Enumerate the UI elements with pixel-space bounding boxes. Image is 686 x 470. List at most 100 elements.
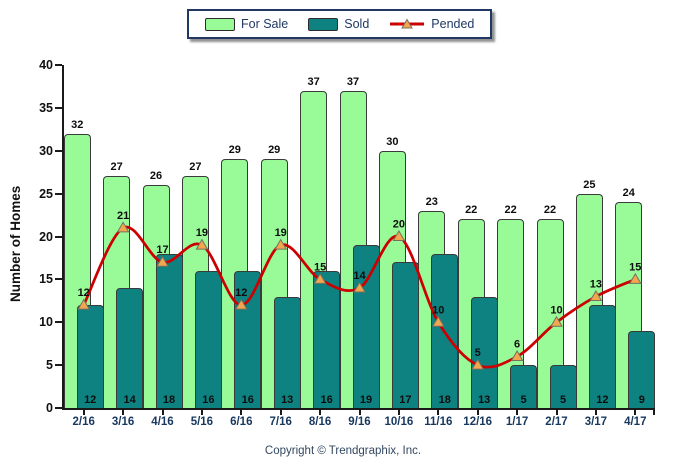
x-tick xyxy=(437,410,440,415)
x-tick xyxy=(122,410,125,415)
sold-value-label: 13 xyxy=(478,394,491,406)
sold-bar xyxy=(470,296,498,408)
x-tick-label: 10/16 xyxy=(384,416,414,428)
sold-value-label: 5 xyxy=(559,394,567,406)
y-tick-label: 0 xyxy=(46,401,53,415)
sold-bar xyxy=(391,262,419,408)
sold-value-label: 16 xyxy=(202,394,215,406)
chart-legend: For Sale Sold Pended xyxy=(187,9,493,39)
sold-bar xyxy=(588,305,616,408)
sold-bar xyxy=(313,270,341,408)
sold-value-label: 19 xyxy=(359,394,373,406)
sold-value-label: 18 xyxy=(162,394,176,406)
y-tick xyxy=(55,192,62,195)
x-tick xyxy=(555,410,558,415)
sold-value-label: 12 xyxy=(84,394,97,406)
y-tick-label: 35 xyxy=(39,100,53,115)
sold-bar xyxy=(194,270,222,408)
x-tick xyxy=(516,410,519,415)
legend-label-sold: Sold xyxy=(344,17,370,31)
for-sale-value-label: 30 xyxy=(386,135,399,148)
y-tick xyxy=(55,149,62,152)
sold-bar xyxy=(510,365,538,408)
x-tick-label: 3/17 xyxy=(584,416,608,428)
for-sale-value-label: 22 xyxy=(543,204,557,217)
plot-area: 0 5 10 15 20 25 30 35 40 2/16 3/16 4/16 5/16 6/16 7/16… xyxy=(39,58,656,428)
x-tick xyxy=(358,410,361,415)
y-tick xyxy=(55,106,62,109)
x-tick xyxy=(397,410,400,415)
y-tick-label: 30 xyxy=(39,143,53,158)
for-sale-value-label: 27 xyxy=(189,161,202,174)
y-tick xyxy=(55,235,62,238)
sold-value-label: 14 xyxy=(123,394,136,406)
legend-item-sold: Sold xyxy=(308,17,369,31)
y-tick-label: 25 xyxy=(39,186,53,201)
x-tick-label: 1/17 xyxy=(505,416,529,428)
sold-value-label: 16 xyxy=(241,394,254,406)
sold-bar xyxy=(116,287,144,408)
for-sale-value-label: 29 xyxy=(228,144,241,157)
x-tick xyxy=(476,410,479,415)
y-tick-label: 20 xyxy=(39,229,53,244)
y-tick xyxy=(55,278,62,281)
x-tick-label: 9/16 xyxy=(348,416,371,428)
for-sale-swatch-icon xyxy=(205,17,235,31)
y-tick-label: 5 xyxy=(46,358,53,373)
for-sale-value-label: 32 xyxy=(71,118,84,131)
y-tick xyxy=(55,407,62,409)
sold-value-label: 16 xyxy=(320,394,333,406)
x-tick-label: 5/16 xyxy=(190,416,214,428)
sold-value-label: 13 xyxy=(281,394,294,406)
for-sale-value-label: 27 xyxy=(110,161,123,174)
sold-bar xyxy=(352,245,380,408)
sold-bar xyxy=(76,305,104,408)
legend-label-pended: Pended xyxy=(431,17,475,31)
sold-value-label: 18 xyxy=(438,394,451,406)
y-tick xyxy=(55,364,62,367)
for-sale-value-label: 22 xyxy=(465,204,478,217)
for-sale-value-label: 37 xyxy=(346,75,360,88)
for-sale-value-label: 37 xyxy=(307,75,320,88)
x-tick xyxy=(82,410,85,415)
x-tick-label: 2/16 xyxy=(72,416,95,428)
sold-value-label: 12 xyxy=(596,394,609,406)
x-tick-label: 8/16 xyxy=(308,416,332,428)
y-tick-label: 40 xyxy=(39,58,53,72)
for-sale-value-label: 25 xyxy=(583,178,596,191)
x-tick-label: 4/16 xyxy=(151,416,174,428)
for-sale-value-label: 29 xyxy=(268,144,281,157)
y-tick xyxy=(55,64,62,66)
copyright-text: Copyright © Trendgraphix, Inc. xyxy=(264,445,422,457)
x-tick xyxy=(653,410,655,415)
y-tick-label: 15 xyxy=(39,272,53,287)
x-tick xyxy=(200,410,203,415)
pended-line-marker-icon xyxy=(390,18,425,29)
x-tick-label: 11/16 xyxy=(424,416,453,428)
sold-value-label: 5 xyxy=(520,394,527,406)
x-tick-label: 3/16 xyxy=(111,416,135,428)
for-sale-value-label: 23 xyxy=(425,195,438,208)
sold-bar xyxy=(273,296,301,408)
x-tick xyxy=(634,410,637,415)
x-tick xyxy=(161,410,164,415)
x-tick xyxy=(319,410,322,415)
x-tick-label: 4/17 xyxy=(624,416,647,428)
x-tick-label: 12/16 xyxy=(463,416,493,428)
x-tick xyxy=(240,410,243,415)
x-tick xyxy=(594,410,597,415)
for-sale-value-label: 22 xyxy=(504,204,517,217)
sold-swatch-icon xyxy=(308,17,339,31)
x-tick-label: 7/16 xyxy=(269,416,292,428)
for-sale-value-label: 24 xyxy=(622,187,635,200)
sold-value-label: 9 xyxy=(638,394,645,406)
sold-bar xyxy=(431,253,459,408)
legend-label-for-sale: For Sale xyxy=(241,17,289,31)
sold-bar xyxy=(155,253,183,408)
sold-bar xyxy=(549,365,577,408)
x-tick-label: 2/17 xyxy=(545,416,568,428)
x-tick-label: 6/16 xyxy=(230,416,253,428)
y-tick xyxy=(55,321,62,324)
legend-item-pended: Pended xyxy=(389,17,474,31)
